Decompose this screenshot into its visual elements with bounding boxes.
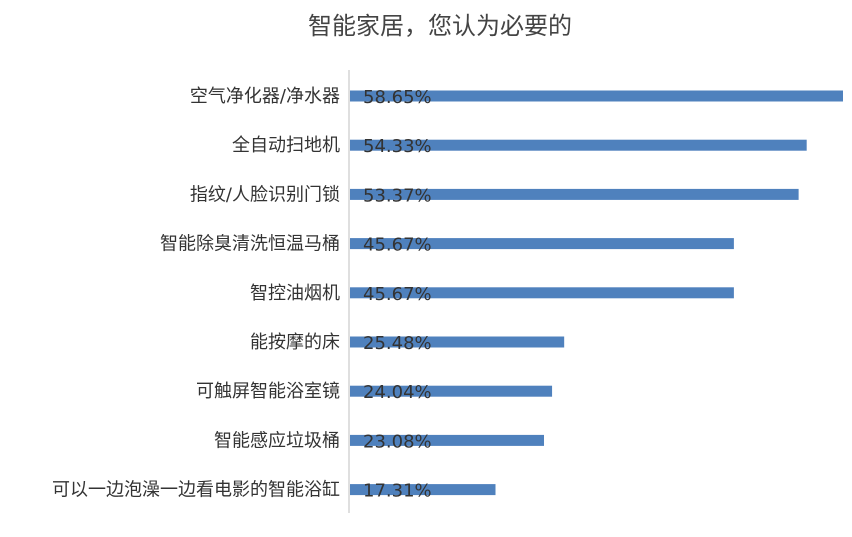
category-label: 全自动扫地机 xyxy=(232,135,340,156)
data-label: 23.08% xyxy=(363,431,432,452)
data-label: 58.65% xyxy=(363,87,432,108)
bar xyxy=(350,90,843,102)
bar xyxy=(350,139,807,151)
category-label: 空气净化器/净水器 xyxy=(190,86,340,107)
bar xyxy=(350,385,553,397)
bar xyxy=(350,287,734,299)
data-label: 25.48% xyxy=(363,333,432,354)
bars-group xyxy=(350,90,843,496)
chart-title: 智能家居，您认为必要的 xyxy=(308,12,572,40)
data-label: 54.33% xyxy=(363,136,432,157)
data-label: 17.31% xyxy=(363,481,432,502)
bar xyxy=(350,434,545,446)
data-label: 53.37% xyxy=(363,185,432,206)
category-label: 能按摩的床 xyxy=(250,332,340,353)
category-label: 智能感应垃圾桶 xyxy=(214,430,340,451)
data-label: 45.67% xyxy=(363,235,432,256)
category-label: 可触屏智能浴室镜 xyxy=(196,381,340,402)
data-labels-group: 58.65% 54.33% 53.37% 45.67% 45.67% 25.48% 24.0… xyxy=(363,87,432,502)
bar xyxy=(350,484,496,496)
category-label: 智控油烟机 xyxy=(250,283,340,304)
category-labels-group: 空气净化器/净水器全自动扫地机指纹/人脸识别门锁智能除臭清洗恒温马桶智控油烟机能… xyxy=(52,86,340,501)
category-label: 指纹/人脸识别门锁 xyxy=(190,184,340,205)
bar xyxy=(350,238,734,250)
data-label: 45.67% xyxy=(363,284,432,305)
category-label: 可以一边泡澡一边看电影的智能浴缸 xyxy=(52,479,340,501)
category-label: 智能除臭清洗恒温马桶 xyxy=(160,234,340,255)
bar xyxy=(350,188,799,200)
bar xyxy=(350,336,565,348)
data-label: 24.04% xyxy=(363,382,432,403)
